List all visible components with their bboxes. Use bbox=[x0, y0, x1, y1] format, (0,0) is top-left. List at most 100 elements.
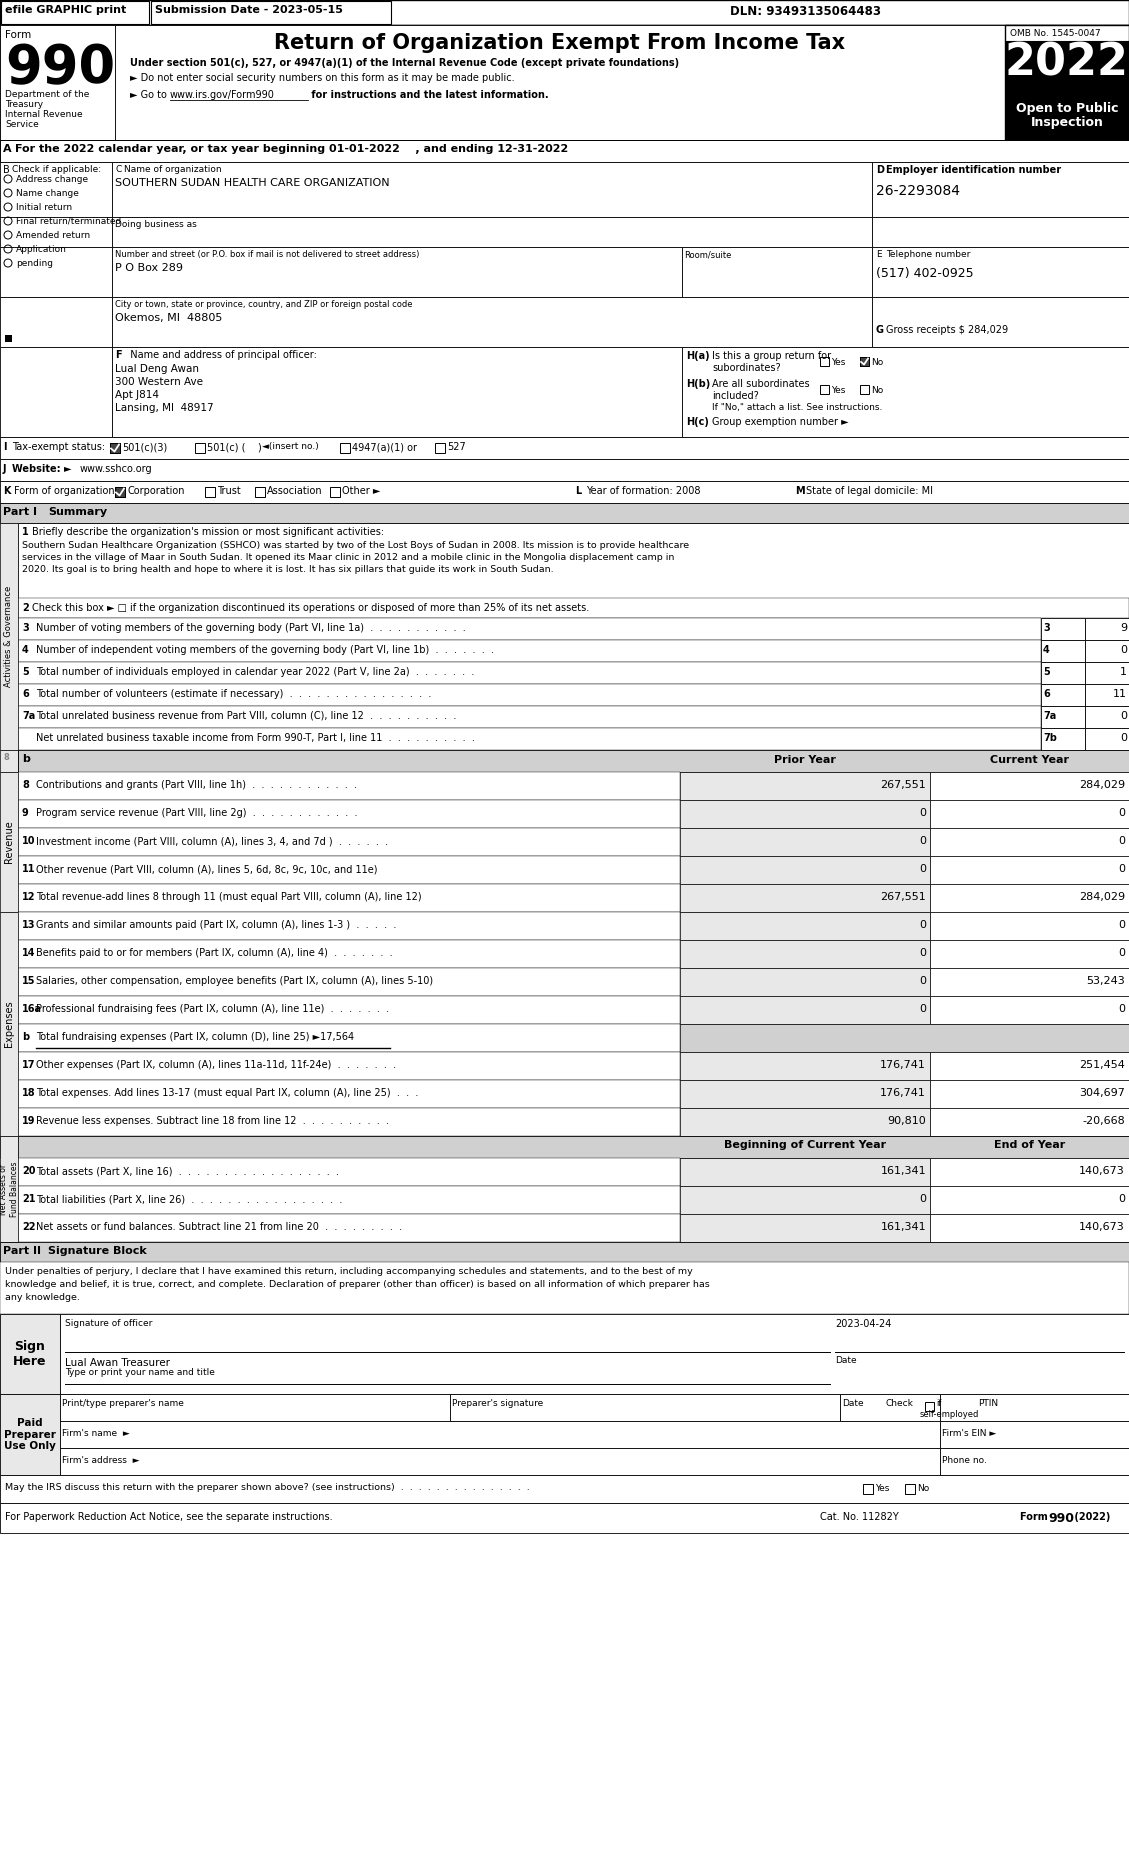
Text: 6: 6 bbox=[1043, 690, 1050, 699]
Text: Signature of officer: Signature of officer bbox=[65, 1320, 152, 1327]
Bar bbox=[860, 358, 869, 365]
Text: Open to Public: Open to Public bbox=[1016, 103, 1118, 116]
Text: No: No bbox=[870, 358, 883, 367]
Bar bbox=[1041, 729, 1085, 749]
Bar bbox=[435, 444, 445, 453]
Bar bbox=[18, 1186, 680, 1213]
Text: Initial return: Initial return bbox=[16, 203, 72, 212]
Text: Tax-exempt status:: Tax-exempt status: bbox=[12, 442, 105, 451]
Text: any knowledge.: any knowledge. bbox=[5, 1294, 80, 1301]
Bar bbox=[18, 729, 1041, 749]
Text: M: M bbox=[795, 487, 805, 496]
Text: D: D bbox=[876, 166, 884, 175]
Text: Other ►: Other ► bbox=[342, 487, 380, 496]
Text: 990: 990 bbox=[5, 43, 115, 93]
Text: Preparer's signature: Preparer's signature bbox=[452, 1400, 543, 1407]
Bar bbox=[1085, 684, 1129, 706]
Text: H(c): H(c) bbox=[686, 418, 709, 427]
Text: 300 Western Ave: 300 Western Ave bbox=[115, 377, 203, 388]
Bar bbox=[112, 248, 682, 296]
Text: Salaries, other compensation, employee benefits (Part IX, column (A), lines 5-10: Salaries, other compensation, employee b… bbox=[36, 977, 434, 986]
Text: (517) 402-0925: (517) 402-0925 bbox=[876, 267, 973, 280]
Bar bbox=[940, 1420, 1129, 1448]
Text: Firm's address  ►: Firm's address ► bbox=[62, 1456, 140, 1465]
Bar bbox=[930, 856, 1129, 884]
Text: Inspection: Inspection bbox=[1031, 116, 1103, 129]
Text: 17: 17 bbox=[21, 1061, 35, 1070]
Text: b: b bbox=[21, 755, 29, 764]
Text: City or town, state or province, country, and ZIP or foreign postal code: City or town, state or province, country… bbox=[115, 300, 412, 309]
Bar bbox=[680, 1023, 1129, 1051]
Text: Gross receipts $ 284,029: Gross receipts $ 284,029 bbox=[886, 324, 1008, 336]
Text: Total unrelated business revenue from Part VIII, column (C), line 12  .  .  .  .: Total unrelated business revenue from Pa… bbox=[36, 710, 456, 721]
Bar bbox=[872, 296, 1129, 347]
Bar bbox=[0, 524, 18, 749]
Bar bbox=[940, 1448, 1129, 1474]
Bar bbox=[60, 1394, 450, 1420]
Text: Grants and similar amounts paid (Part IX, column (A), lines 1-3 )  .  .  .  .  .: Grants and similar amounts paid (Part IX… bbox=[36, 921, 396, 930]
Text: Beginning of Current Year: Beginning of Current Year bbox=[724, 1141, 886, 1150]
Text: 990: 990 bbox=[1048, 1512, 1074, 1525]
Bar bbox=[930, 995, 1129, 1023]
Text: 1: 1 bbox=[21, 528, 28, 537]
Bar bbox=[860, 386, 869, 393]
Bar bbox=[930, 800, 1129, 828]
Text: 0: 0 bbox=[919, 807, 926, 818]
Text: 12: 12 bbox=[21, 893, 35, 902]
Text: ► Do not enter social security numbers on this form as it may be made public.: ► Do not enter social security numbers o… bbox=[130, 73, 515, 84]
Text: Form of organization:: Form of organization: bbox=[14, 487, 117, 496]
Bar bbox=[930, 884, 1129, 911]
Text: Department of the: Department of the bbox=[5, 89, 89, 99]
Text: 8: 8 bbox=[21, 779, 29, 790]
Text: OMB No. 1545-0047: OMB No. 1545-0047 bbox=[1010, 30, 1101, 37]
Bar bbox=[205, 487, 215, 498]
Text: Southern Sudan Healthcare Organization (SSHCO) was started by two of the Lost Bo: Southern Sudan Healthcare Organization (… bbox=[21, 541, 689, 550]
Bar bbox=[18, 772, 680, 800]
Text: 11: 11 bbox=[21, 865, 35, 874]
Text: Print/type preparer's name: Print/type preparer's name bbox=[62, 1400, 184, 1407]
Bar bbox=[680, 772, 930, 800]
Text: 251,454: 251,454 bbox=[1079, 1061, 1124, 1070]
Bar bbox=[112, 216, 872, 248]
Bar bbox=[0, 749, 18, 772]
Text: Return of Organization Exempt From Income Tax: Return of Organization Exempt From Incom… bbox=[274, 34, 846, 52]
Bar bbox=[151, 2, 391, 24]
Bar bbox=[18, 1135, 1129, 1158]
Text: Form: Form bbox=[5, 30, 32, 39]
Text: Check: Check bbox=[885, 1400, 913, 1407]
Text: Amended return: Amended return bbox=[16, 231, 90, 240]
Bar bbox=[18, 1213, 680, 1241]
Text: Expenses: Expenses bbox=[5, 1001, 14, 1048]
Text: A: A bbox=[3, 144, 11, 155]
Text: Paid
Preparer
Use Only: Paid Preparer Use Only bbox=[5, 1419, 56, 1450]
Bar bbox=[682, 347, 1129, 436]
Text: 0: 0 bbox=[1118, 1195, 1124, 1204]
Text: 161,341: 161,341 bbox=[881, 1223, 926, 1232]
Text: 161,341: 161,341 bbox=[881, 1167, 926, 1176]
Text: 0: 0 bbox=[1120, 733, 1127, 744]
Text: Firm's name  ►: Firm's name ► bbox=[62, 1430, 130, 1437]
Text: Total fundraising expenses (Part IX, column (D), line 25) ►17,564: Total fundraising expenses (Part IX, col… bbox=[36, 1033, 355, 1042]
Text: Number of independent voting members of the governing body (Part VI, line 1b)  .: Number of independent voting members of … bbox=[36, 645, 495, 654]
Text: Under section 501(c), 527, or 4947(a)(1) of the Internal Revenue Code (except pr: Under section 501(c), 527, or 4947(a)(1)… bbox=[130, 58, 680, 67]
Bar bbox=[1085, 662, 1129, 684]
Bar bbox=[925, 1402, 934, 1411]
Text: No: No bbox=[917, 1484, 929, 1493]
Text: Date: Date bbox=[842, 1400, 864, 1407]
Text: 0: 0 bbox=[1118, 865, 1124, 874]
Bar bbox=[0, 162, 112, 216]
Text: if: if bbox=[936, 1400, 942, 1407]
Text: K: K bbox=[3, 487, 10, 496]
Text: 0: 0 bbox=[919, 977, 926, 986]
Bar bbox=[18, 1051, 680, 1079]
Text: 0: 0 bbox=[919, 865, 926, 874]
Bar bbox=[930, 1158, 1129, 1186]
Bar bbox=[18, 598, 1129, 619]
Text: Corporation: Corporation bbox=[126, 487, 184, 496]
Bar bbox=[112, 347, 682, 436]
Bar bbox=[0, 296, 112, 347]
Text: 0: 0 bbox=[919, 835, 926, 846]
Bar bbox=[0, 1314, 60, 1394]
Bar bbox=[680, 1079, 930, 1107]
Text: 9: 9 bbox=[1120, 623, 1127, 634]
